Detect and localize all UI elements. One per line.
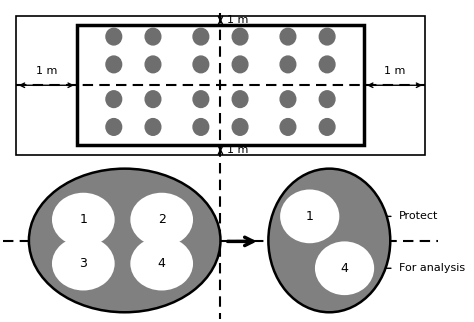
Circle shape bbox=[280, 118, 296, 135]
Circle shape bbox=[232, 118, 248, 135]
Circle shape bbox=[193, 118, 209, 135]
Text: 4: 4 bbox=[158, 257, 165, 270]
Circle shape bbox=[280, 91, 296, 108]
Text: 3: 3 bbox=[79, 257, 87, 270]
Circle shape bbox=[145, 118, 161, 135]
Bar bbox=[77, 25, 364, 146]
Text: 4: 4 bbox=[341, 262, 348, 275]
Circle shape bbox=[319, 118, 335, 135]
Ellipse shape bbox=[29, 169, 220, 312]
Text: 1 m: 1 m bbox=[227, 145, 248, 155]
Ellipse shape bbox=[130, 193, 193, 246]
Circle shape bbox=[232, 56, 248, 73]
Circle shape bbox=[106, 118, 122, 135]
Ellipse shape bbox=[52, 193, 115, 246]
Text: 1: 1 bbox=[306, 210, 314, 223]
Ellipse shape bbox=[280, 189, 339, 243]
Circle shape bbox=[145, 28, 161, 45]
Ellipse shape bbox=[315, 242, 374, 295]
Circle shape bbox=[280, 28, 296, 45]
Text: Protect: Protect bbox=[399, 211, 438, 221]
Text: For analysis: For analysis bbox=[399, 263, 465, 273]
Circle shape bbox=[232, 28, 248, 45]
Circle shape bbox=[319, 28, 335, 45]
Circle shape bbox=[106, 28, 122, 45]
Bar bbox=[16, 16, 425, 155]
Circle shape bbox=[145, 56, 161, 73]
Circle shape bbox=[280, 56, 296, 73]
Circle shape bbox=[106, 56, 122, 73]
Circle shape bbox=[319, 91, 335, 108]
Circle shape bbox=[232, 91, 248, 108]
Text: 1 m: 1 m bbox=[384, 66, 405, 76]
Ellipse shape bbox=[52, 237, 115, 290]
Text: 1: 1 bbox=[79, 213, 87, 226]
Circle shape bbox=[145, 91, 161, 108]
Text: 1 m: 1 m bbox=[36, 66, 57, 76]
Circle shape bbox=[193, 28, 209, 45]
Circle shape bbox=[193, 56, 209, 73]
Circle shape bbox=[193, 91, 209, 108]
Circle shape bbox=[319, 56, 335, 73]
Ellipse shape bbox=[268, 169, 390, 312]
Text: 2: 2 bbox=[158, 213, 165, 226]
Ellipse shape bbox=[130, 237, 193, 290]
Circle shape bbox=[106, 91, 122, 108]
Text: 1 m: 1 m bbox=[227, 15, 248, 25]
